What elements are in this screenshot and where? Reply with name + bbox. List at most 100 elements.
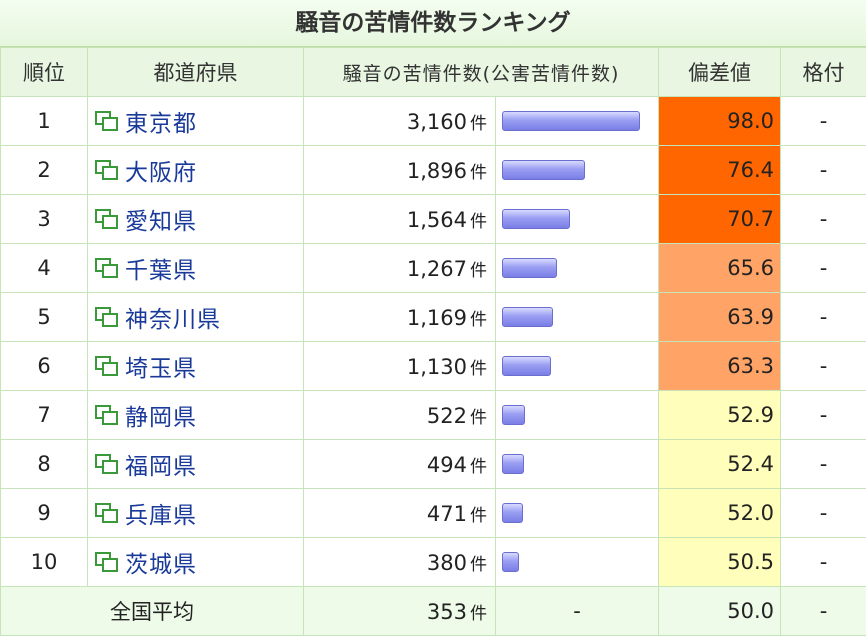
count-value: 1,169: [407, 306, 467, 330]
rank-cell: 4: [1, 244, 88, 293]
count-bar: [502, 307, 553, 327]
count-unit: 件: [470, 457, 487, 477]
bar-cell: [496, 97, 659, 146]
bar-cell: [496, 146, 659, 195]
window-icon: [94, 207, 120, 231]
count-value: 380: [427, 551, 467, 575]
deviation-cell: 52.0: [659, 489, 781, 538]
rank-cell: 5: [1, 293, 88, 342]
average-count-value: 353: [427, 600, 467, 624]
grade-cell: -: [781, 97, 866, 146]
deviation-cell: 50.5: [659, 538, 781, 587]
bar-cell: [496, 538, 659, 587]
prefecture-cell: 兵庫県: [88, 489, 304, 538]
window-icon: [94, 550, 120, 574]
count-value: 3,160: [407, 110, 467, 134]
window-icon: [94, 305, 120, 329]
rank-cell: 1: [1, 97, 88, 146]
prefecture-link[interactable]: 東京都: [125, 104, 197, 138]
count-value: 494: [427, 453, 467, 477]
count-bar: [502, 111, 640, 131]
prefecture-cell: 神奈川県: [88, 293, 304, 342]
prefecture-header: 都道府県: [88, 48, 304, 97]
count-bar: [502, 405, 525, 425]
grade-cell: -: [781, 440, 866, 489]
count-bar: [502, 258, 557, 278]
bar-cell: [496, 244, 659, 293]
prefecture-cell: 福岡県: [88, 440, 304, 489]
window-icon: [94, 109, 120, 133]
prefecture-link[interactable]: 埼玉県: [125, 349, 197, 383]
grade-header: 格付: [781, 48, 866, 97]
window-icon: [94, 354, 120, 378]
page-title: 騒音の苦情件数ランキング: [0, 0, 866, 47]
count-bar: [502, 454, 524, 474]
grade-cell: -: [781, 538, 866, 587]
prefecture-cell: 愛知県: [88, 195, 304, 244]
rank-cell: 6: [1, 342, 88, 391]
count-value: 522: [427, 404, 467, 428]
bar-cell: [496, 391, 659, 440]
count-unit: 件: [470, 310, 487, 330]
count-bar: [502, 160, 585, 180]
header-row: 順位 都道府県 騒音の苦情件数(公害苦情件数) 偏差値 格付: [1, 48, 866, 97]
prefecture-cell: 千葉県: [88, 244, 304, 293]
count-value: 1,896: [407, 159, 467, 183]
grade-cell: -: [781, 293, 866, 342]
count-value: 1,564: [407, 208, 467, 232]
prefecture-link[interactable]: 大阪府: [125, 153, 197, 187]
average-count-unit: 件: [470, 604, 487, 624]
grade-cell: -: [781, 244, 866, 293]
window-icon: [94, 501, 120, 525]
prefecture-link[interactable]: 愛知県: [125, 202, 197, 236]
prefecture-link[interactable]: 兵庫県: [125, 496, 197, 530]
count-unit: 件: [470, 408, 487, 428]
window-icon: [94, 256, 120, 280]
prefecture-link[interactable]: 静岡県: [125, 398, 197, 432]
bar-cell: [496, 293, 659, 342]
rank-cell: 2: [1, 146, 88, 195]
rank-cell: 3: [1, 195, 88, 244]
average-label: 全国平均: [1, 587, 304, 636]
bar-cell: [496, 195, 659, 244]
prefecture-link[interactable]: 千葉県: [125, 251, 197, 285]
window-icon: [94, 158, 120, 182]
rank-header: 順位: [1, 48, 88, 97]
prefecture-cell: 大阪府: [88, 146, 304, 195]
grade-cell: -: [781, 195, 866, 244]
prefecture-cell: 東京都: [88, 97, 304, 146]
rank-cell: 8: [1, 440, 88, 489]
count-bar: [502, 209, 570, 229]
count-value: 471: [427, 502, 467, 526]
bar-cell: [496, 440, 659, 489]
prefecture-cell: 埼玉県: [88, 342, 304, 391]
grade-cell: -: [781, 489, 866, 538]
deviation-cell: 98.0: [659, 97, 781, 146]
rank-cell: 7: [1, 391, 88, 440]
prefecture-link[interactable]: 茨城県: [125, 545, 197, 579]
count-unit: 件: [470, 506, 487, 526]
prefecture-link[interactable]: 神奈川県: [125, 300, 221, 334]
count-unit: 件: [470, 359, 487, 379]
prefecture-link[interactable]: 福岡県: [125, 447, 197, 481]
window-icon: [94, 452, 120, 476]
rank-cell: 9: [1, 489, 88, 538]
count-header: 騒音の苦情件数(公害苦情件数): [304, 48, 659, 97]
prefecture-cell: 茨城県: [88, 538, 304, 587]
count-unit: 件: [470, 163, 487, 183]
deviation-header: 偏差値: [659, 48, 781, 97]
